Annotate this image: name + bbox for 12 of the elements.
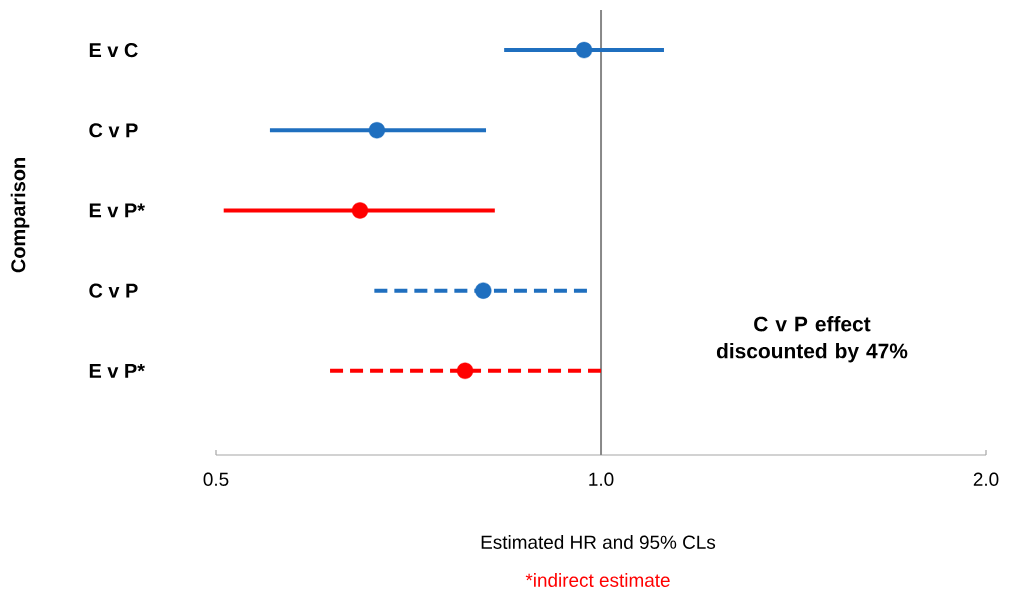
y-tick-label: C v P [89,283,138,298]
y-tick-label: E v P* [89,363,145,378]
y-tick-label: E v P* [89,203,145,218]
x-tick-label: 1.0 [589,472,614,486]
y-tick-label: E v C [89,43,138,58]
y-axis-title: Comparison [10,158,30,273]
annotation: C v P effect discounted by 47% [716,316,908,363]
x-axis-title: Estimated HR and 95% CLs [481,535,716,549]
x-tick-label: 0.5 [203,472,229,486]
x-tick-label: 2.0 [973,472,999,486]
y-tick-label: C v P [89,123,138,138]
text: *indirect estimate [525,573,670,587]
